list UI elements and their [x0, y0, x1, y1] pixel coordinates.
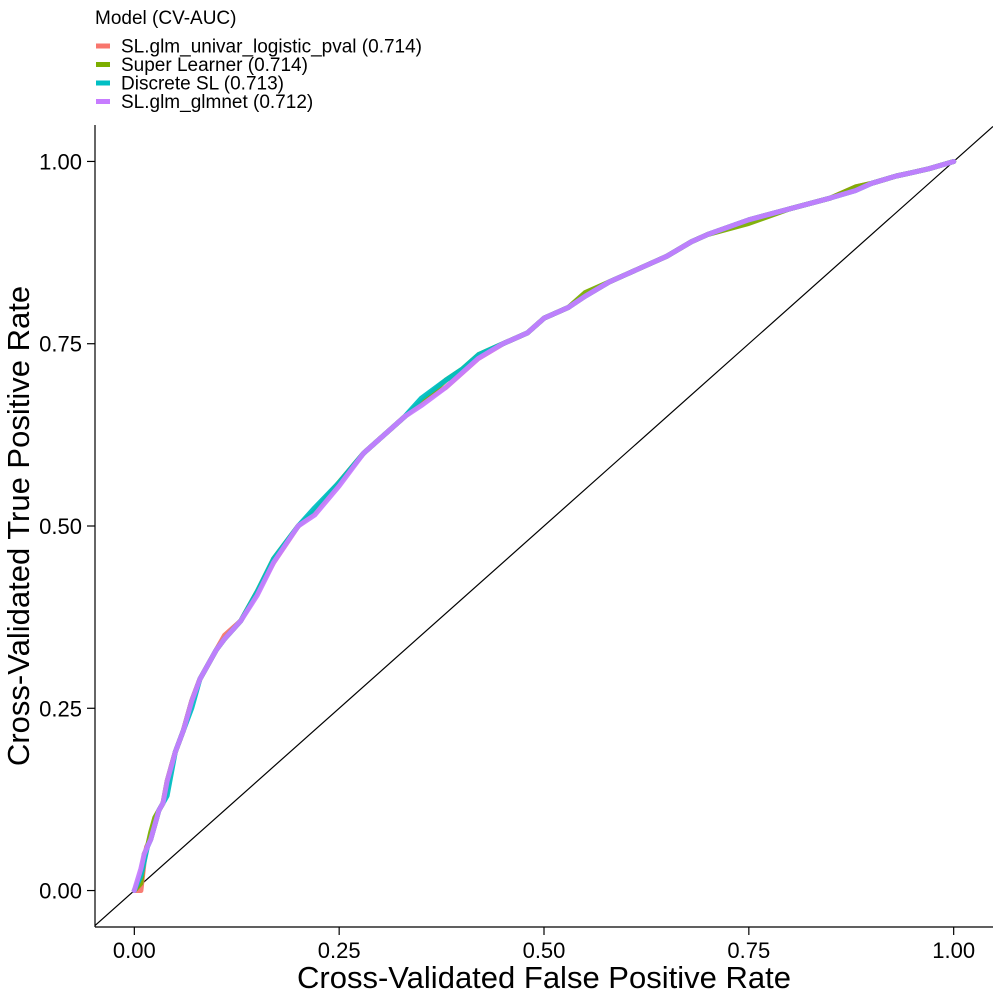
- legend-title: Model (CV-AUC): [95, 8, 236, 29]
- y-tick-label: 1.00: [39, 149, 82, 174]
- legend-entry-label: Discrete SL (0.713): [121, 74, 284, 95]
- y-axis-title: Cross-Validated True Positive Rate: [1, 286, 36, 766]
- legend-entry-label: SL.glm_univar_logistic_pval (0.714): [121, 37, 422, 58]
- legend-entry-label: SL.glm_glmnet (0.712): [121, 92, 313, 113]
- y-tick-label: 0.50: [39, 514, 82, 539]
- x-axis-title: Cross-Validated False Positive Rate: [297, 960, 791, 995]
- y-tick-label: 0.25: [39, 696, 82, 721]
- y-tick-label: 0.75: [39, 332, 82, 357]
- y-axis-ticks: 0.00 0.25 0.50 0.75 1.00: [39, 149, 95, 904]
- y-tick-label: 0.00: [39, 879, 82, 904]
- roc-curve-series-4: [131, 159, 957, 893]
- x-tick-label: 0.25: [318, 938, 361, 963]
- x-tick-label: 0.00: [113, 938, 156, 963]
- legend-entry-label: Super Learner (0.714): [121, 55, 308, 76]
- x-axis-ticks: 0.00 0.25 0.50 0.75 1.00: [113, 927, 975, 963]
- reference-diagonal-line: [95, 126, 993, 926]
- plot-panel: 0.00 0.25 0.50 0.75 1.00 0.00 0.25 0.50 0.75 1.0…: [39, 125, 993, 963]
- x-tick-label: 1.00: [932, 938, 975, 963]
- legend: Model (CV-AUC) SL.glm_univar_logistic_pv…: [95, 8, 422, 113]
- x-tick-label: 0.75: [727, 938, 770, 963]
- x-tick-label: 0.50: [523, 938, 566, 963]
